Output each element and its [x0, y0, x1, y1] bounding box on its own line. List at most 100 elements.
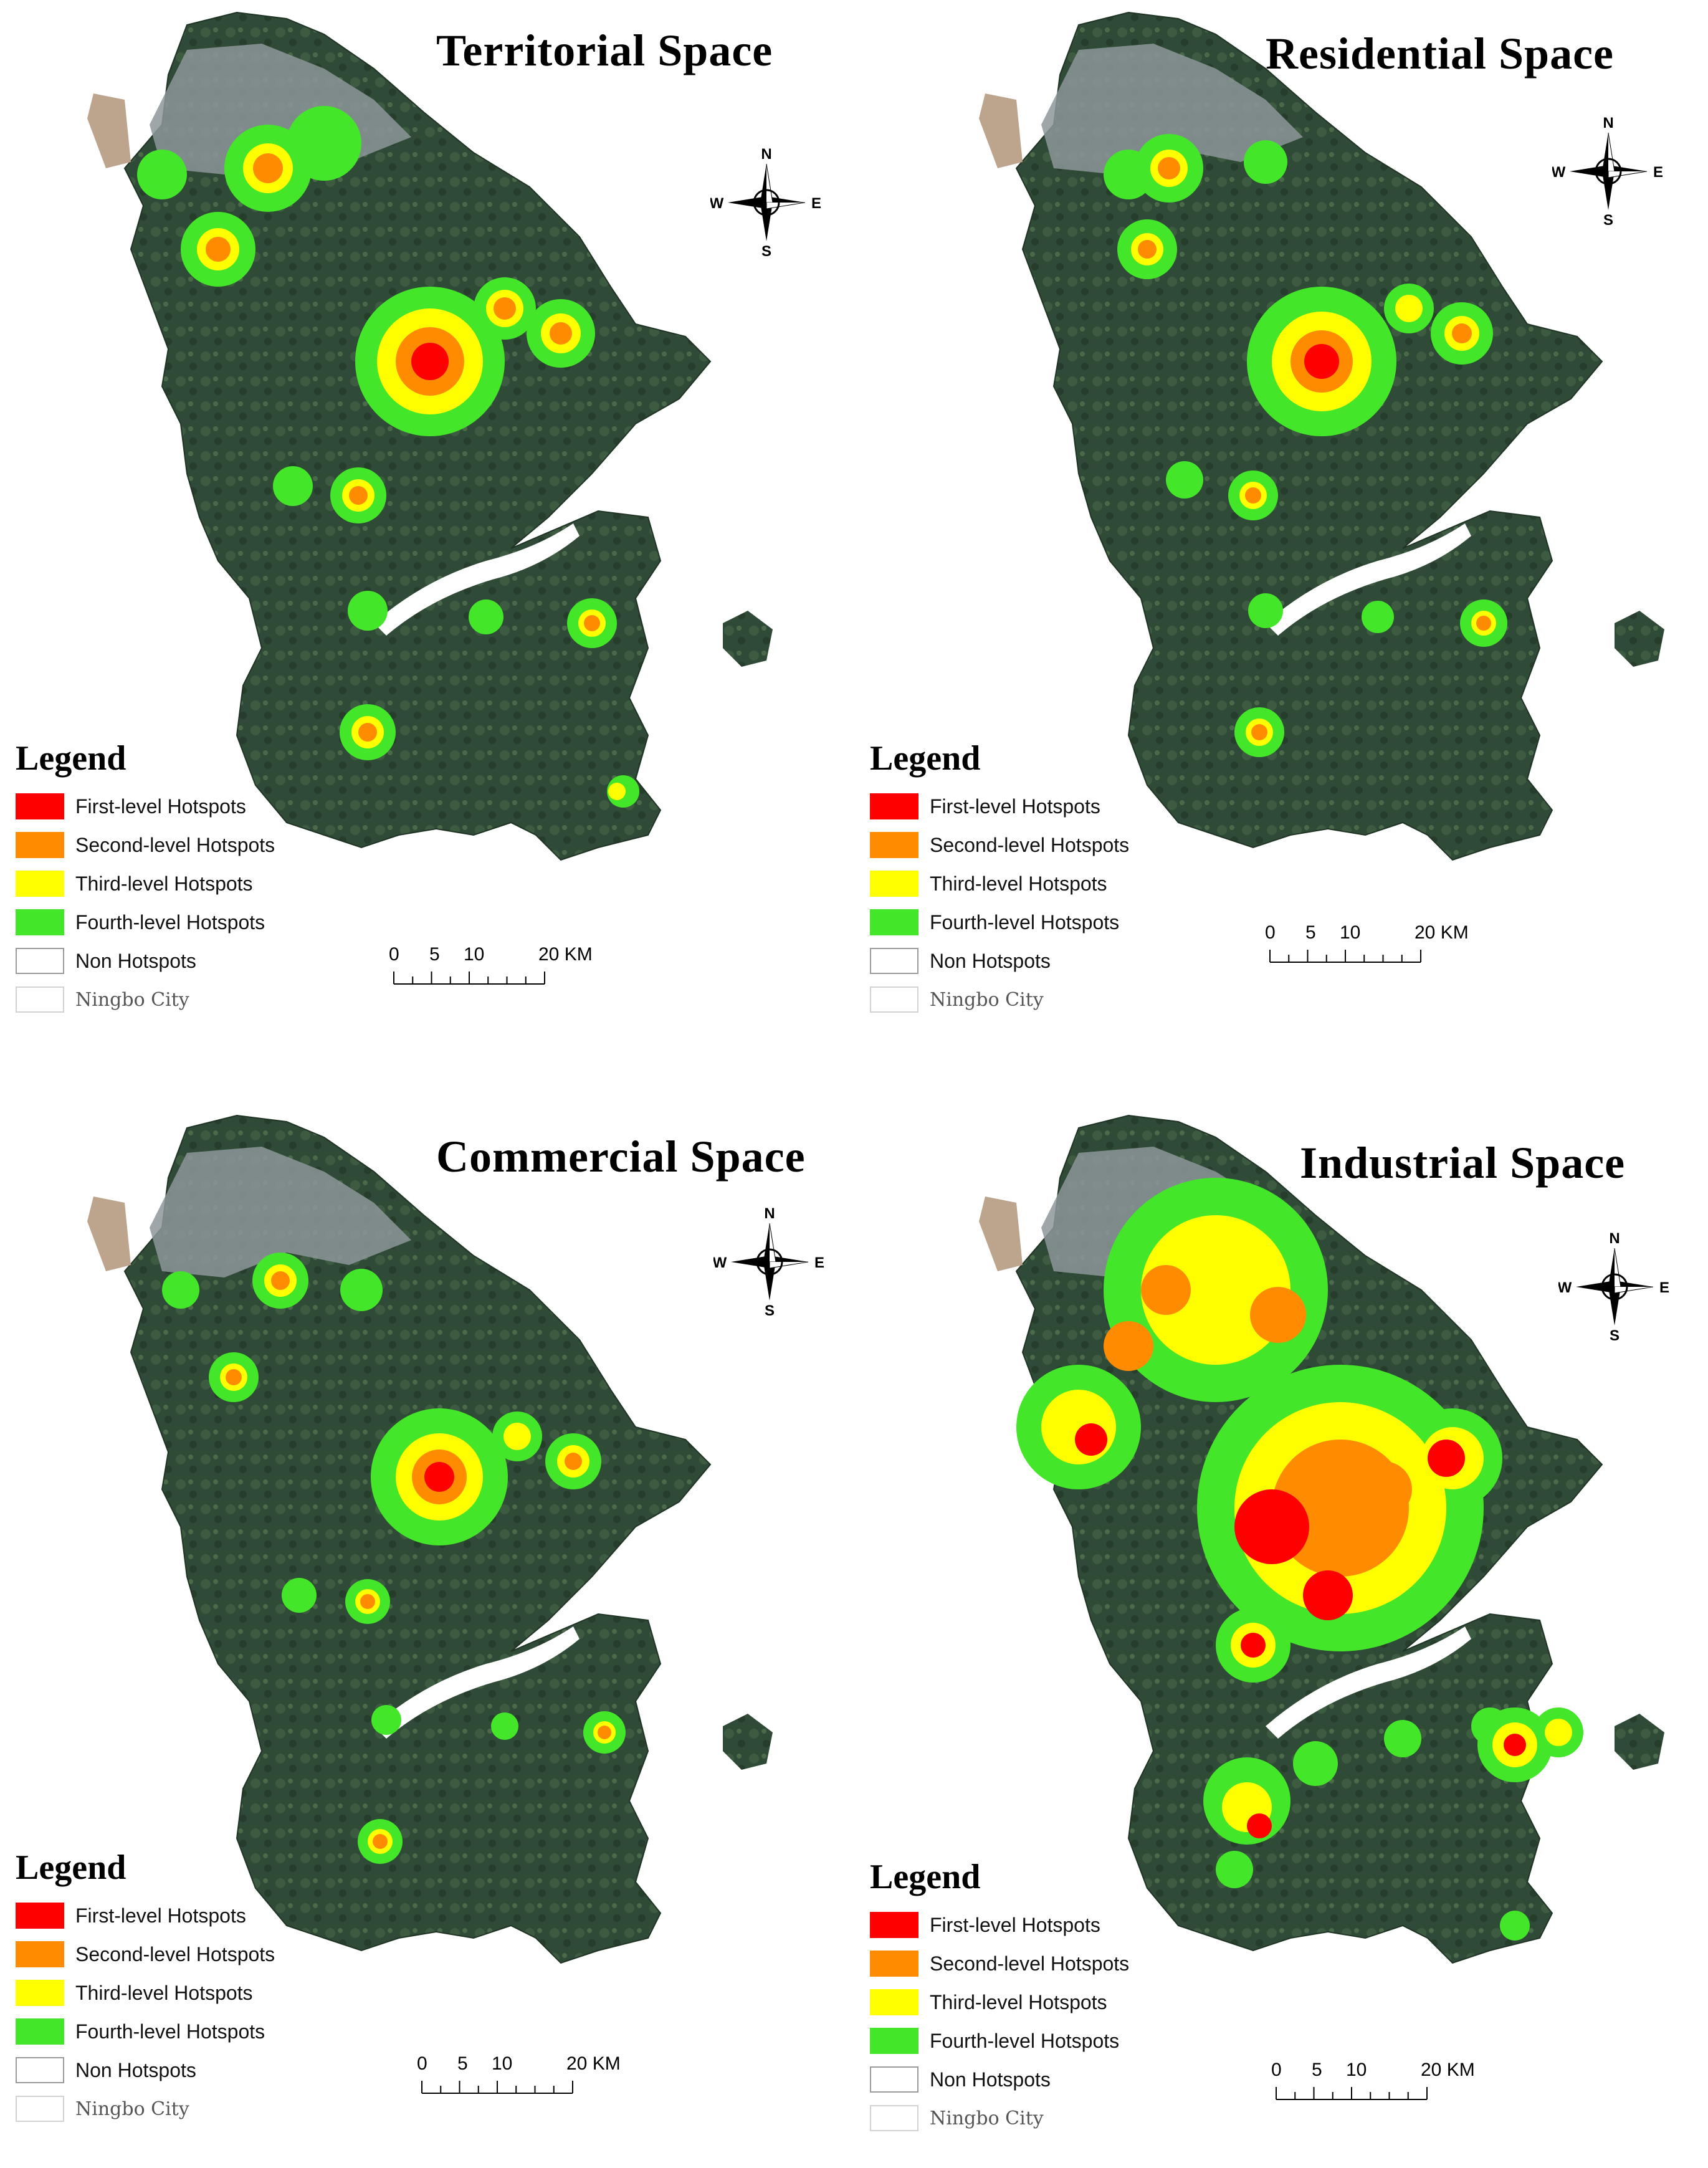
- hotspot-level-2: [1356, 1461, 1412, 1517]
- legend-item: Second-level Hotspots: [16, 826, 308, 864]
- legend-item: Second-level Hotspots: [16, 1935, 308, 1974]
- scale-label: 5: [1305, 922, 1316, 943]
- hotspot-level-2: [550, 322, 572, 345]
- scale-label: 0: [417, 2053, 427, 2074]
- coastal-flat: [979, 93, 1023, 168]
- hotspot-level-2: [565, 1453, 582, 1470]
- compass-n: N: [761, 146, 771, 163]
- hotspot-level-2: [1138, 240, 1157, 259]
- scale-label: 20 KM: [1421, 2060, 1475, 2080]
- island: [1615, 1714, 1664, 1770]
- legend-item: Ningbo City: [870, 980, 1163, 1019]
- compass-s: S: [1603, 212, 1613, 229]
- compass-n: N: [764, 1205, 775, 1222]
- legend-swatch: [16, 909, 64, 935]
- scale-label: 10: [1346, 2060, 1367, 2080]
- hotspot-level-1: [1504, 1734, 1526, 1756]
- hotspot-level-4: [1166, 461, 1203, 499]
- legend-swatch: [870, 986, 918, 1013]
- hotspot-level-2: [226, 1369, 242, 1385]
- island: [723, 1714, 773, 1770]
- scale-bar: 0 5 10 20 KM: [1271, 2060, 1475, 2109]
- legend-item: Non Hotspots: [870, 2060, 1163, 2099]
- map-panel-industrial: Industrial Space N S E W Legend First-level…: [854, 1084, 1708, 2168]
- compass-e: E: [811, 195, 821, 212]
- legend-label: Ningbo City: [75, 2098, 189, 2120]
- hotspot-level-4: [1362, 601, 1394, 633]
- legend: Legend First-level Hotspots Second-level …: [16, 1848, 308, 2128]
- hotspot-level-4: [162, 1271, 199, 1309]
- river: [1266, 1626, 1471, 1739]
- hotspot-level-4: [491, 1712, 518, 1740]
- legend-item: Third-level Hotspots: [16, 1974, 308, 2012]
- hotspot-level-4: [1500, 1911, 1530, 1941]
- legend-swatch: [870, 2028, 918, 2054]
- legend-label: Non Hotspots: [75, 949, 196, 972]
- hotspot-level-2: [253, 153, 283, 183]
- hotspot-level-4: [340, 1269, 383, 1311]
- legend-label: Fourth-level Hotspots: [930, 910, 1120, 934]
- hotspot-level-2: [1452, 323, 1472, 343]
- legend-label: Non Hotspots: [75, 2058, 196, 2081]
- compass-s: S: [765, 1302, 775, 1319]
- legend-swatch: [16, 1941, 64, 1967]
- hotspot-level-1: [1234, 1489, 1309, 1564]
- legend-swatch: [870, 793, 918, 819]
- legend-swatch: [870, 832, 918, 858]
- map-panel-territorial: Territorial Space N S E W Legend First-leve…: [0, 0, 854, 1084]
- scale-bar: 0 5 10 20 KM: [1265, 922, 1469, 972]
- legend-label: Third-level Hotspots: [930, 1990, 1107, 2013]
- hotspot-level-2: [598, 1726, 611, 1739]
- hotspot-level-2: [584, 615, 600, 631]
- compass-e: E: [1659, 1279, 1669, 1296]
- legend-title: Legend: [16, 1848, 126, 1887]
- legend-label: First-level Hotspots: [75, 1904, 246, 1927]
- coastal-flat: [87, 1196, 131, 1271]
- hotspot-level-4: [1384, 1720, 1421, 1757]
- hotspot-level-1: [424, 1462, 454, 1492]
- legend-swatch: [16, 2018, 64, 2045]
- scale-bar: 0 5 10 20 KM: [417, 2053, 621, 2103]
- legend: Legend First-level Hotspots Second-level …: [870, 1857, 1163, 2137]
- hotspot-level-1: [1075, 1423, 1107, 1456]
- scale-label: 5: [1312, 2060, 1322, 2080]
- hotspot-level-2: [1251, 724, 1267, 740]
- legend-swatch: [16, 793, 64, 819]
- legend-label: Ningbo City: [75, 988, 189, 1011]
- compass-w: W: [713, 1254, 727, 1271]
- legend-item: First-level Hotspots: [870, 1906, 1163, 1944]
- legend-swatch: [870, 871, 918, 897]
- compass-w: W: [1558, 1279, 1572, 1296]
- legend-title: Legend: [870, 1858, 981, 1896]
- legend-swatch: [870, 1912, 918, 1938]
- hotspot-level-4: [1216, 1851, 1253, 1888]
- hotspot-level-3: [1395, 295, 1423, 322]
- legend-label: Fourth-level Hotspots: [75, 2020, 265, 2043]
- hotspot-level-4: [1104, 150, 1153, 199]
- legend-label: Fourth-level Hotspots: [930, 2029, 1120, 2052]
- scale-label: 0: [1271, 2060, 1282, 2080]
- legend-item: Ningbo City: [870, 2099, 1163, 2137]
- hotspot-level-4: [282, 1578, 317, 1613]
- river: [374, 523, 580, 636]
- hotspot-level-2: [373, 1834, 388, 1849]
- legend-title: Legend: [870, 739, 981, 778]
- scale-label: 10: [1340, 922, 1361, 943]
- hotspot-level-2: [206, 237, 231, 262]
- hotspot-level-2: [1104, 1321, 1153, 1371]
- legend-swatch: [870, 1951, 918, 1977]
- coastal-flat: [979, 1196, 1023, 1271]
- legend-label: Second-level Hotspots: [930, 833, 1130, 856]
- compass-w: W: [1552, 164, 1566, 181]
- hotspot-level-4: [287, 106, 361, 181]
- hotspot-level-4: [273, 466, 313, 506]
- map-panel-commercial: Commercial Space N S E W Legend First-level…: [0, 1084, 854, 2168]
- legend-label: Second-level Hotspots: [930, 1952, 1130, 1975]
- legend-item: First-level Hotspots: [870, 787, 1163, 826]
- hotspot-level-2: [1141, 1265, 1191, 1315]
- hotspot-level-3: [608, 783, 626, 800]
- land-area: [123, 11, 712, 861]
- hotspot-level-4: [1293, 1741, 1338, 1786]
- scale-bar: 0 5 10 20 KM: [389, 944, 593, 994]
- scale-label: 5: [429, 944, 440, 965]
